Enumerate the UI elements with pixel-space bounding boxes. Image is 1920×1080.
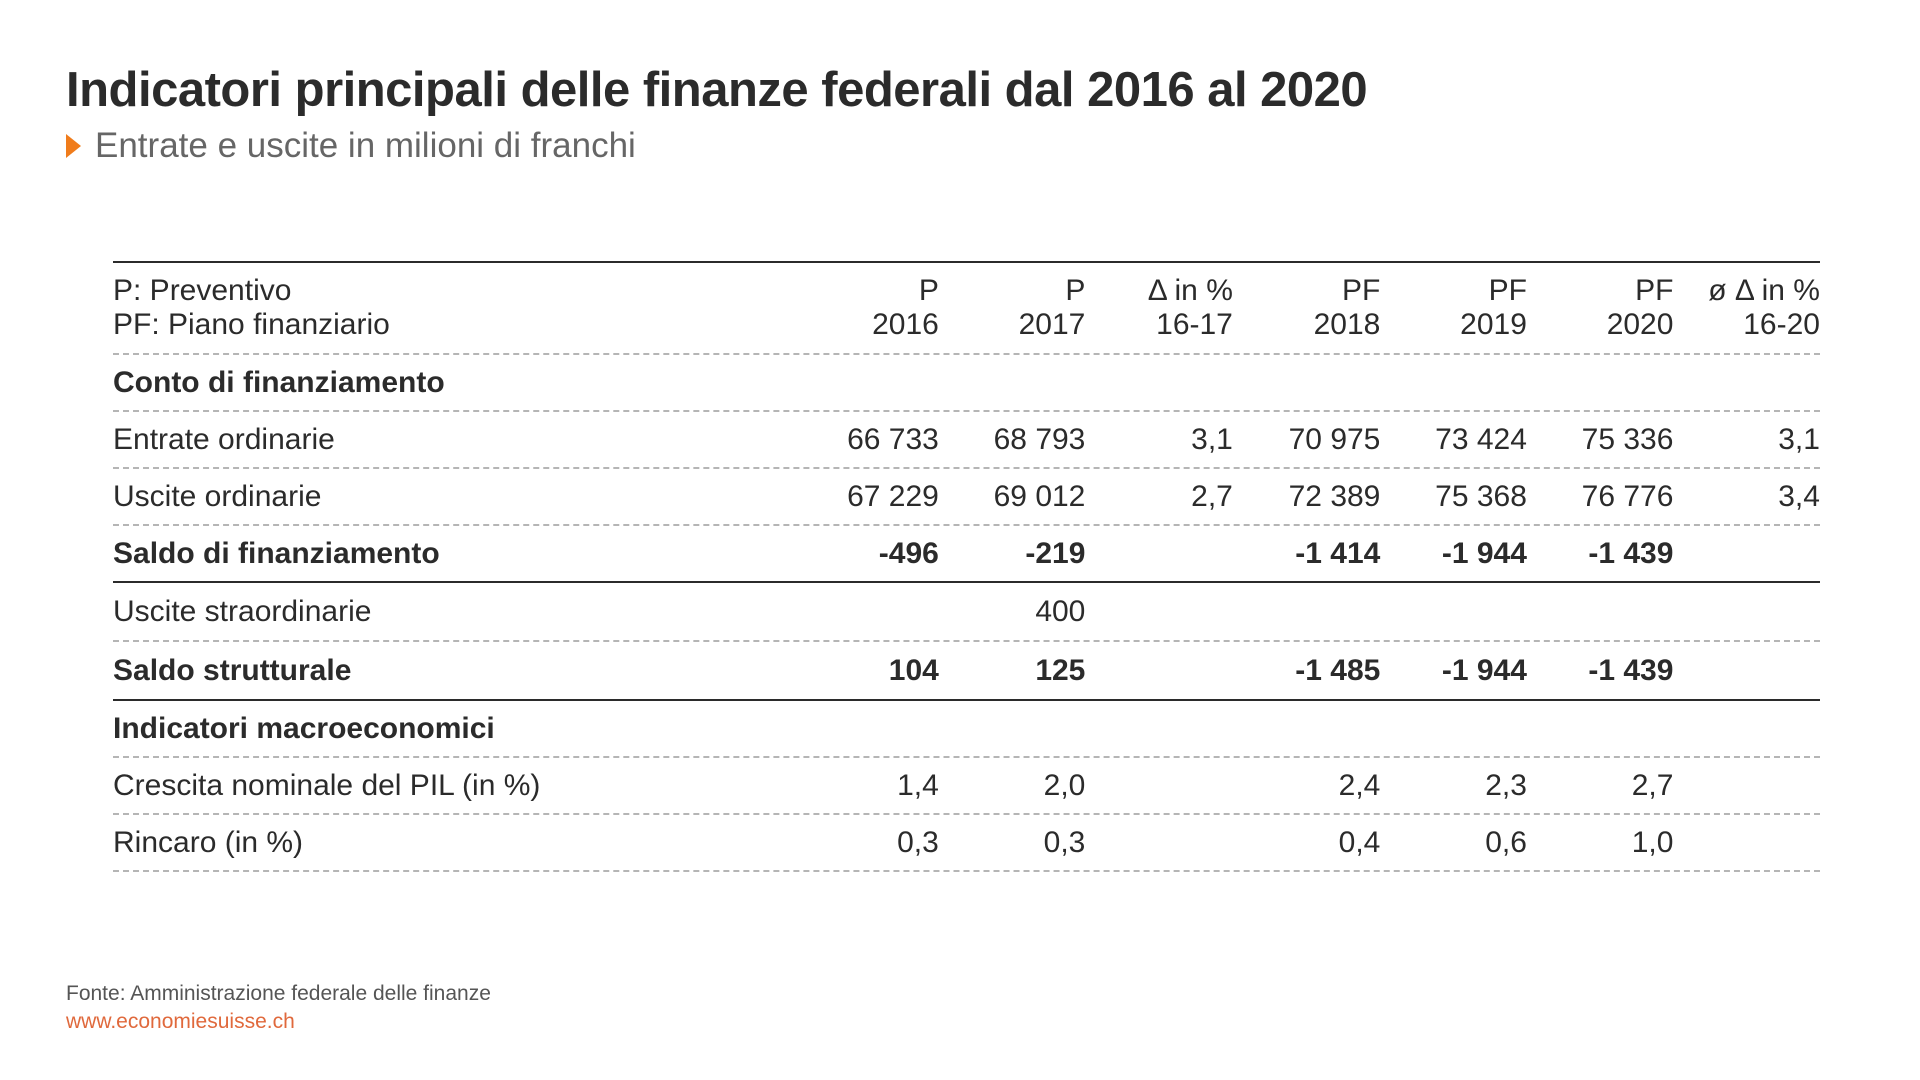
table-cell: 2,7 (1631, 768, 1674, 802)
legend-piano-finanziario: PF: Piano finanziario (113, 308, 390, 341)
table-cell: 1,4 (897, 768, 939, 802)
column-header: ø Δ in % 16-20 (1673, 274, 1820, 342)
column-header-line1: ø Δ in % (1708, 274, 1820, 307)
column-header: PF 2018 (1233, 274, 1381, 342)
website-link[interactable]: www.economiesuisse.ch (66, 1010, 295, 1033)
row-label: Uscite straordinarie (113, 594, 372, 628)
table-header-row: P: Preventivo PF: Piano finanziario P 20… (113, 261, 1820, 355)
column-header: PF 2019 (1380, 274, 1527, 342)
table-cell: -1 944 (1441, 653, 1527, 687)
column-header-line1: Δ in % (1147, 274, 1233, 307)
column-header-line1: PF (1488, 274, 1527, 307)
row-label: Rincaro (in %) (113, 825, 304, 859)
column-header-line1: P (918, 274, 939, 307)
table-cell: -219 (1025, 536, 1086, 570)
table-cell: -1 439 (1588, 536, 1674, 570)
table-cell: 0,6 (1485, 825, 1527, 859)
table-cell: -1 485 (1295, 653, 1381, 687)
row-label: Entrate ordinarie (113, 422, 335, 456)
column-header: PF 2020 (1527, 274, 1674, 342)
column-header: Δ in % 16-17 (1085, 274, 1233, 342)
table-cell: 75 336 (1581, 422, 1674, 456)
subtitle: Entrate e uscite in milioni di franchi (66, 126, 636, 166)
row-label: Saldo strutturale (113, 653, 352, 687)
table-cell: 67 229 (847, 479, 939, 513)
column-header-line2: 2017 (1018, 308, 1086, 341)
table-cell: -496 (878, 536, 939, 570)
subtitle-text: Entrate e uscite in milioni di franchi (95, 126, 636, 165)
table-cell: 68 793 (993, 422, 1086, 456)
column-header-line2: 2019 (1460, 308, 1527, 341)
table-row: Entrate ordinarie 66 733 68 793 3,1 70 975 73… (113, 412, 1820, 469)
column-header-line1: PF (1342, 274, 1381, 307)
table-cell: 125 (1035, 653, 1086, 687)
table-cell: 1,0 (1631, 825, 1674, 859)
legend-preventivo: P: Preventivo (113, 274, 292, 307)
table-cell: 2,3 (1485, 768, 1527, 802)
table-cell: 73 424 (1435, 422, 1527, 456)
column-header-line2: 16-17 (1156, 308, 1233, 341)
table-cell: 3,1 (1191, 422, 1233, 456)
column-header-line2: 2018 (1313, 308, 1381, 341)
table-cell: 0,3 (1043, 825, 1086, 859)
table-row: Indicatori macroeconomici (113, 701, 1820, 758)
table-cell: -1 414 (1295, 536, 1381, 570)
triangle-bullet-icon (66, 134, 81, 158)
row-label: Uscite ordinarie (113, 479, 322, 513)
table-cell: 3,4 (1778, 479, 1820, 513)
column-header: P 2016 (792, 274, 939, 342)
table-cell: 3,1 (1778, 422, 1820, 456)
column-header: P 2017 (939, 274, 1086, 342)
table-cell: 66 733 (847, 422, 939, 456)
table-cell: 104 (888, 653, 939, 687)
column-header-line2: 16-20 (1743, 308, 1820, 341)
table-row: Uscite straordinarie 400 (113, 583, 1820, 642)
page-title: Indicatori principali delle finanze fede… (66, 63, 1368, 117)
table-body: Conto di finanziamento Entrate ordinarie 6… (113, 355, 1820, 872)
table-row: Crescita nominale del PIL (in %) 1,4 2,0 2,… (113, 758, 1820, 815)
column-header-line1: PF (1635, 274, 1674, 307)
table-cell: 70 975 (1288, 422, 1381, 456)
row-label: Indicatori macroeconomici (113, 711, 495, 745)
column-header-line2: 2016 (872, 308, 939, 341)
row-label: Saldo di finanziamento (113, 536, 440, 570)
table-cell: 2,7 (1191, 479, 1233, 513)
table-cell: 75 368 (1435, 479, 1527, 513)
table-row: Rincaro (in %) 0,3 0,3 0,4 0,6 1,0 (113, 815, 1820, 872)
table-cell: 76 776 (1581, 479, 1674, 513)
table-row: Uscite ordinarie 67 229 69 012 2,7 72 389 75 … (113, 469, 1820, 526)
table-row: Saldo di finanziamento -496 -219 -1 414 -1 9… (113, 526, 1820, 583)
table-row: Conto di finanziamento (113, 355, 1820, 412)
table-cell: -1 439 (1588, 653, 1674, 687)
table-cell: 69 012 (993, 479, 1086, 513)
table-cell: 72 389 (1288, 479, 1381, 513)
table-row: Saldo strutturale 104 125 -1 485 -1 944 -1 43… (113, 642, 1820, 701)
table-cell: 2,0 (1043, 768, 1086, 802)
table-cell: 0,4 (1338, 825, 1381, 859)
table-cell: 0,3 (897, 825, 939, 859)
source-note: Fonte: Amministrazione federale delle fi… (66, 982, 491, 1005)
row-label: Conto di finanziamento (113, 365, 445, 399)
data-table: P: Preventivo PF: Piano finanziario P 20… (113, 261, 1820, 872)
table-cell: 400 (1035, 594, 1086, 628)
column-header-line2: 2020 (1606, 308, 1674, 341)
header-legend: P: Preventivo PF: Piano finanziario (113, 274, 792, 342)
table-cell: 2,4 (1338, 768, 1381, 802)
row-label: Crescita nominale del PIL (in %) (113, 768, 541, 802)
column-header-line1: P (1065, 274, 1086, 307)
table-cell: -1 944 (1441, 536, 1527, 570)
